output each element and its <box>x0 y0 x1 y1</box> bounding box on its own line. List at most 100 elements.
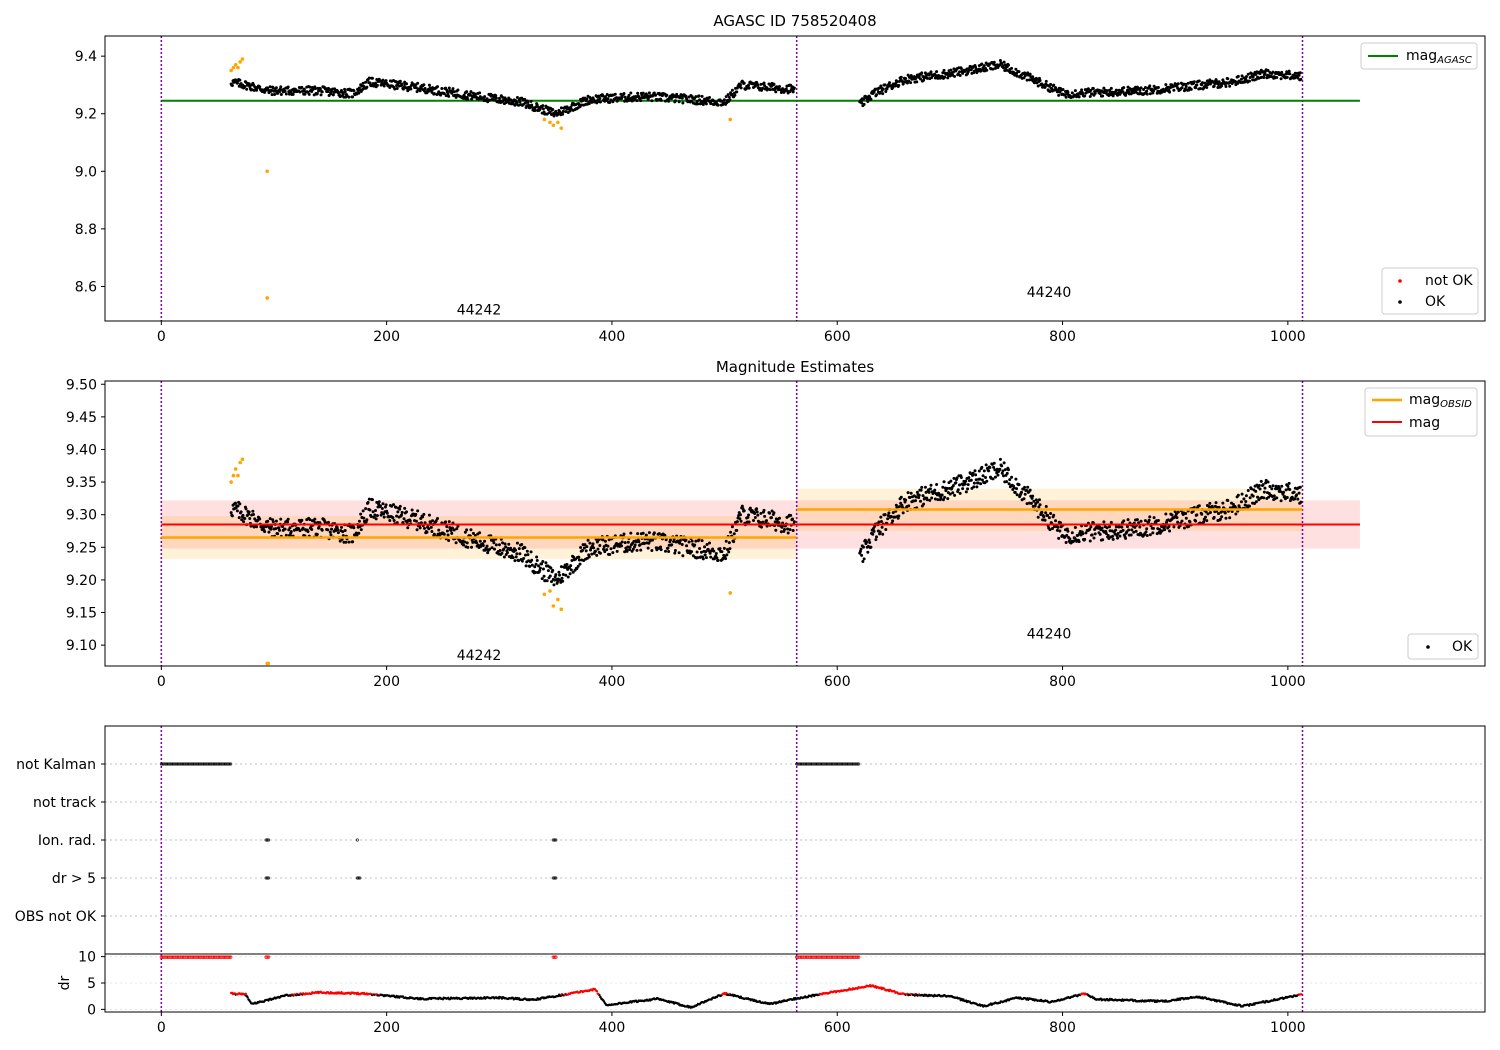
ok-point <box>241 513 245 517</box>
ok-point <box>1180 86 1184 90</box>
ok-point <box>540 562 544 566</box>
ok-point <box>941 485 945 489</box>
ok-point <box>556 580 560 584</box>
not-ok-point <box>266 661 271 666</box>
y-tick-label: 8.6 <box>75 279 97 295</box>
ok-point <box>530 105 534 109</box>
ok-point <box>368 508 372 512</box>
ok-point <box>365 518 369 522</box>
ok-point <box>1125 525 1129 529</box>
x-tick-label: 400 <box>599 329 626 345</box>
dr-high-point <box>266 955 271 959</box>
chart-title: AGASC ID 758520408 <box>713 12 876 30</box>
ok-point <box>877 86 881 90</box>
legend-label: OK <box>1452 639 1473 655</box>
ok-point <box>382 515 386 519</box>
ok-point <box>580 548 584 552</box>
ok-point <box>465 528 469 532</box>
ok-point <box>452 528 456 532</box>
ok-point <box>1288 487 1292 491</box>
ok-point <box>410 508 414 512</box>
ok-point <box>552 583 556 587</box>
ok-point <box>421 515 425 519</box>
ok-point <box>628 548 632 552</box>
ok-point <box>747 520 751 524</box>
ok-point <box>427 83 431 87</box>
ok-point <box>585 545 589 549</box>
ok-point <box>546 569 550 573</box>
ok-point <box>768 88 772 92</box>
ok-point <box>985 479 989 483</box>
ok-point <box>326 90 330 94</box>
ok-point <box>1194 86 1198 90</box>
ok-point <box>687 540 691 544</box>
ok-point <box>283 527 287 531</box>
flag-label: Ion. rad. <box>38 833 96 849</box>
ok-point <box>1034 498 1038 502</box>
ok-point <box>1001 469 1005 473</box>
dr-high-point <box>552 955 557 959</box>
ok-point <box>504 545 508 549</box>
ok-point <box>368 81 372 85</box>
ok-point <box>533 108 537 112</box>
ok-point <box>1121 528 1125 532</box>
ok-point <box>615 549 619 553</box>
ok-point <box>533 565 537 569</box>
ok-point <box>414 86 418 90</box>
ok-point <box>522 556 526 560</box>
ok-point <box>1007 482 1011 486</box>
ok-point <box>1244 75 1248 79</box>
ok-point <box>893 84 897 88</box>
ok-point <box>1025 502 1029 506</box>
ok-point <box>587 555 591 559</box>
ok-point <box>541 107 545 111</box>
ok-point <box>488 98 492 102</box>
ok-point <box>668 538 672 542</box>
ok-point <box>1172 525 1176 529</box>
ok-point <box>478 539 482 543</box>
ok-point <box>636 532 640 536</box>
ok-point <box>367 497 371 501</box>
dr-high-point <box>856 955 861 959</box>
ok-point <box>929 483 933 487</box>
flag-point <box>855 762 859 766</box>
ok-point <box>998 467 1002 471</box>
ok-point <box>500 551 504 555</box>
ok-point <box>306 530 310 534</box>
ok-point <box>623 541 627 545</box>
ok-point <box>351 540 355 544</box>
ok-point <box>1242 497 1246 501</box>
ok-point <box>1271 484 1275 488</box>
ok-point <box>1138 88 1142 92</box>
ok-point <box>357 86 361 90</box>
y-tick-label: 9.2 <box>75 107 97 123</box>
ok-point <box>726 93 730 97</box>
ok-point <box>1202 520 1206 524</box>
ok-point <box>872 529 876 533</box>
not-ok-point <box>559 126 564 130</box>
ok-point <box>540 577 544 581</box>
ok-point <box>1247 79 1251 83</box>
ok-point <box>1249 71 1253 75</box>
ok-point <box>1208 511 1212 515</box>
ok-point <box>1184 511 1188 515</box>
ok-point <box>1092 536 1096 540</box>
ok-point <box>1111 94 1115 98</box>
ok-point <box>238 78 242 82</box>
ok-point <box>1014 67 1018 71</box>
ok-point <box>1257 484 1261 488</box>
ok-point <box>739 86 743 90</box>
ok-point <box>375 500 379 504</box>
ok-point <box>469 90 473 94</box>
obsid-label: 44240 <box>1027 285 1072 301</box>
ok-point <box>891 511 895 515</box>
flag-point <box>355 838 359 842</box>
ok-point <box>684 538 688 542</box>
ok-point <box>759 511 763 515</box>
ok-point <box>279 92 283 96</box>
ok-point <box>631 547 635 551</box>
ok-point <box>636 91 640 95</box>
ok-point <box>1280 484 1284 488</box>
ok-point <box>1077 95 1081 99</box>
ok-point <box>879 515 883 519</box>
